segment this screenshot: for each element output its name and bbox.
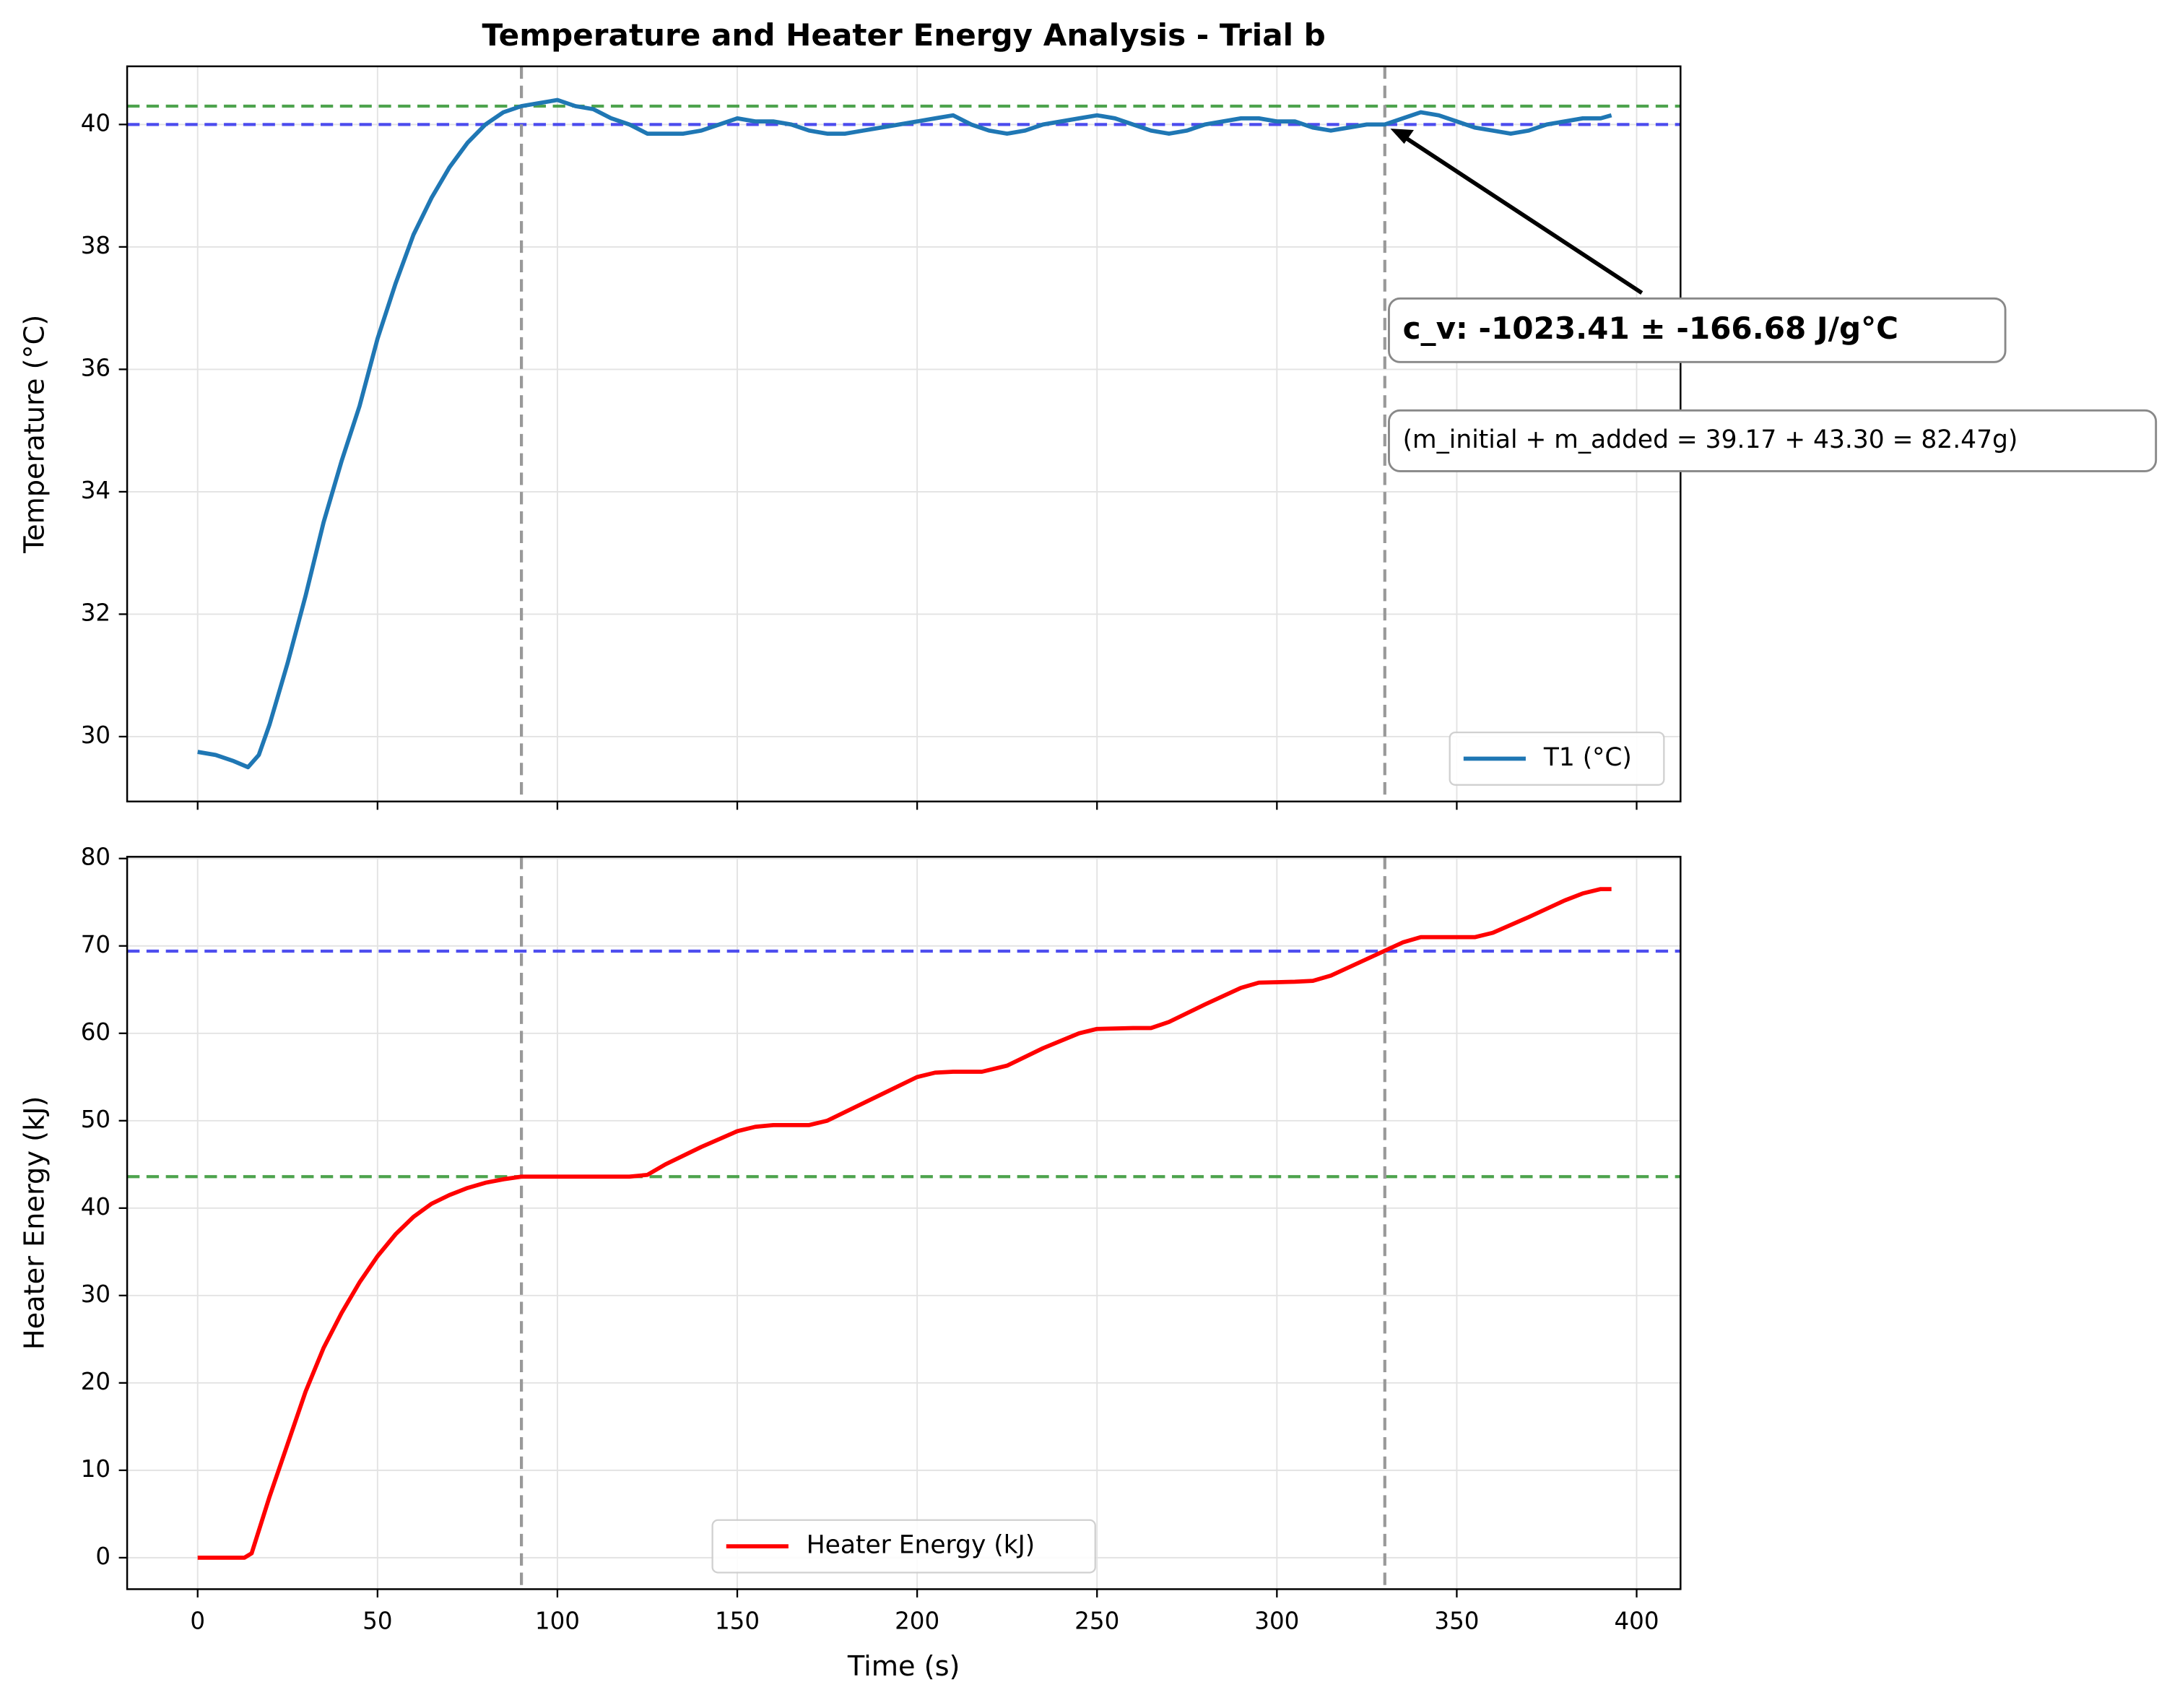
chart-title: Temperature and Heater Energy Analysis -…	[482, 17, 1326, 53]
legend-box	[1449, 731, 1665, 786]
x-tick-label: 250	[1074, 1607, 1119, 1634]
x-tick-label: 100	[535, 1607, 580, 1634]
legend-box	[711, 1519, 1096, 1574]
x-tick-label: 0	[190, 1607, 205, 1634]
y-tick-label: 80	[81, 844, 110, 871]
legend-label: Heater Energy (kJ)	[807, 1531, 1035, 1560]
annotation-text: (m_initial + m_added = 39.17 + 43.30 = 8…	[1403, 425, 2018, 454]
y-tick-label: 40	[81, 1193, 110, 1221]
x-tick-label: 50	[362, 1607, 392, 1634]
arrow-head	[1390, 129, 1414, 144]
y-tick-label: 10	[81, 1455, 110, 1483]
annotation-box	[1388, 409, 2158, 472]
legend-label: T1 (°C)	[1543, 743, 1632, 772]
x-tick-label: 350	[1434, 1607, 1479, 1634]
y-tick-label: 32	[81, 599, 110, 626]
y-axis-label: Heater Energy (kJ)	[18, 1096, 51, 1351]
y-tick-label: 50	[81, 1106, 110, 1133]
data-line	[197, 887, 1612, 1560]
y-tick-label: 0	[95, 1543, 110, 1570]
y-tick-label: 60	[81, 1018, 110, 1046]
y-tick-label: 34	[81, 477, 110, 504]
x-tick-label: 150	[715, 1607, 760, 1634]
y-tick-label: 30	[81, 721, 110, 749]
y-tick-label: 36	[81, 354, 110, 381]
data-line	[197, 97, 1612, 770]
x-tick-label: 300	[1254, 1607, 1299, 1634]
axes-frame	[126, 856, 1682, 1590]
x-tick-label: 400	[1614, 1607, 1659, 1634]
y-tick-label: 30	[81, 1280, 110, 1308]
y-tick-label: 40	[81, 109, 110, 136]
x-tick-label: 200	[895, 1607, 939, 1634]
x-axis-label: Time (s)	[847, 1650, 960, 1683]
annotation-box	[1388, 297, 2007, 363]
y-tick-label: 20	[81, 1368, 110, 1395]
y-tick-label: 38	[81, 232, 110, 259]
annotation-arrow	[1394, 129, 1643, 295]
y-tick-label: 70	[81, 931, 110, 958]
y-axis-label: Temperature (°C)	[18, 315, 51, 554]
annotation-text: c_v: -1023.41 ± -166.68 J/g°C	[1403, 311, 1898, 346]
